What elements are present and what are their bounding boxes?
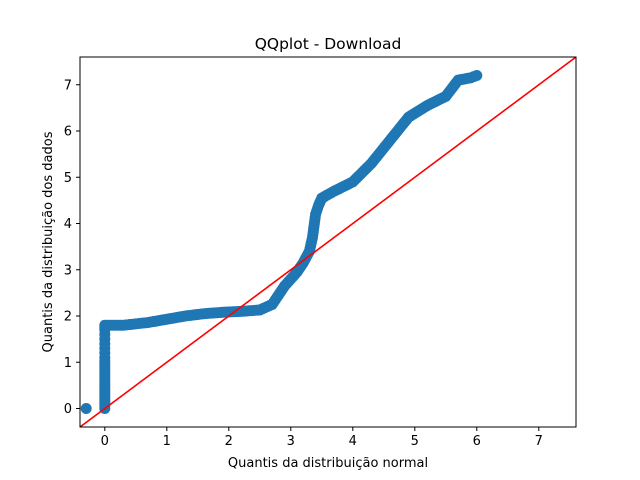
- x-tick-label: 1: [163, 434, 171, 449]
- y-tick-label: 1: [64, 356, 72, 371]
- reference-line: [80, 57, 576, 427]
- data-point: [80, 403, 92, 414]
- x-axis-label: Quantis da distribuição normal: [228, 456, 428, 471]
- x-tick-label: 5: [411, 434, 419, 449]
- axes-frame: [79, 56, 577, 428]
- plot-area: 0 1 2 3 4 5 6 7 0 1 2 3 4 5 6 7: [64, 56, 577, 449]
- x-tick-label: 0: [101, 434, 109, 449]
- y-tick-label: 7: [64, 78, 72, 93]
- y-tick-label: 4: [64, 217, 72, 232]
- x-tick-label: 3: [287, 434, 295, 449]
- y-tick-label: 2: [64, 310, 72, 325]
- y-tick-label: 3: [64, 263, 72, 278]
- y-tick-label: 6: [64, 125, 72, 140]
- y-axis-label: Quantis da distribuição dos dados: [41, 131, 56, 352]
- x-tick-label: 4: [349, 434, 357, 449]
- chart-title: QQplot - Download: [255, 35, 402, 53]
- y-tick-label: 5: [64, 171, 72, 186]
- data-point: [471, 70, 483, 81]
- x-tick-label: 6: [473, 434, 481, 449]
- x-tick-label: 7: [535, 434, 543, 449]
- x-tick-label: 2: [225, 434, 233, 449]
- y-tick-label: 0: [64, 402, 72, 417]
